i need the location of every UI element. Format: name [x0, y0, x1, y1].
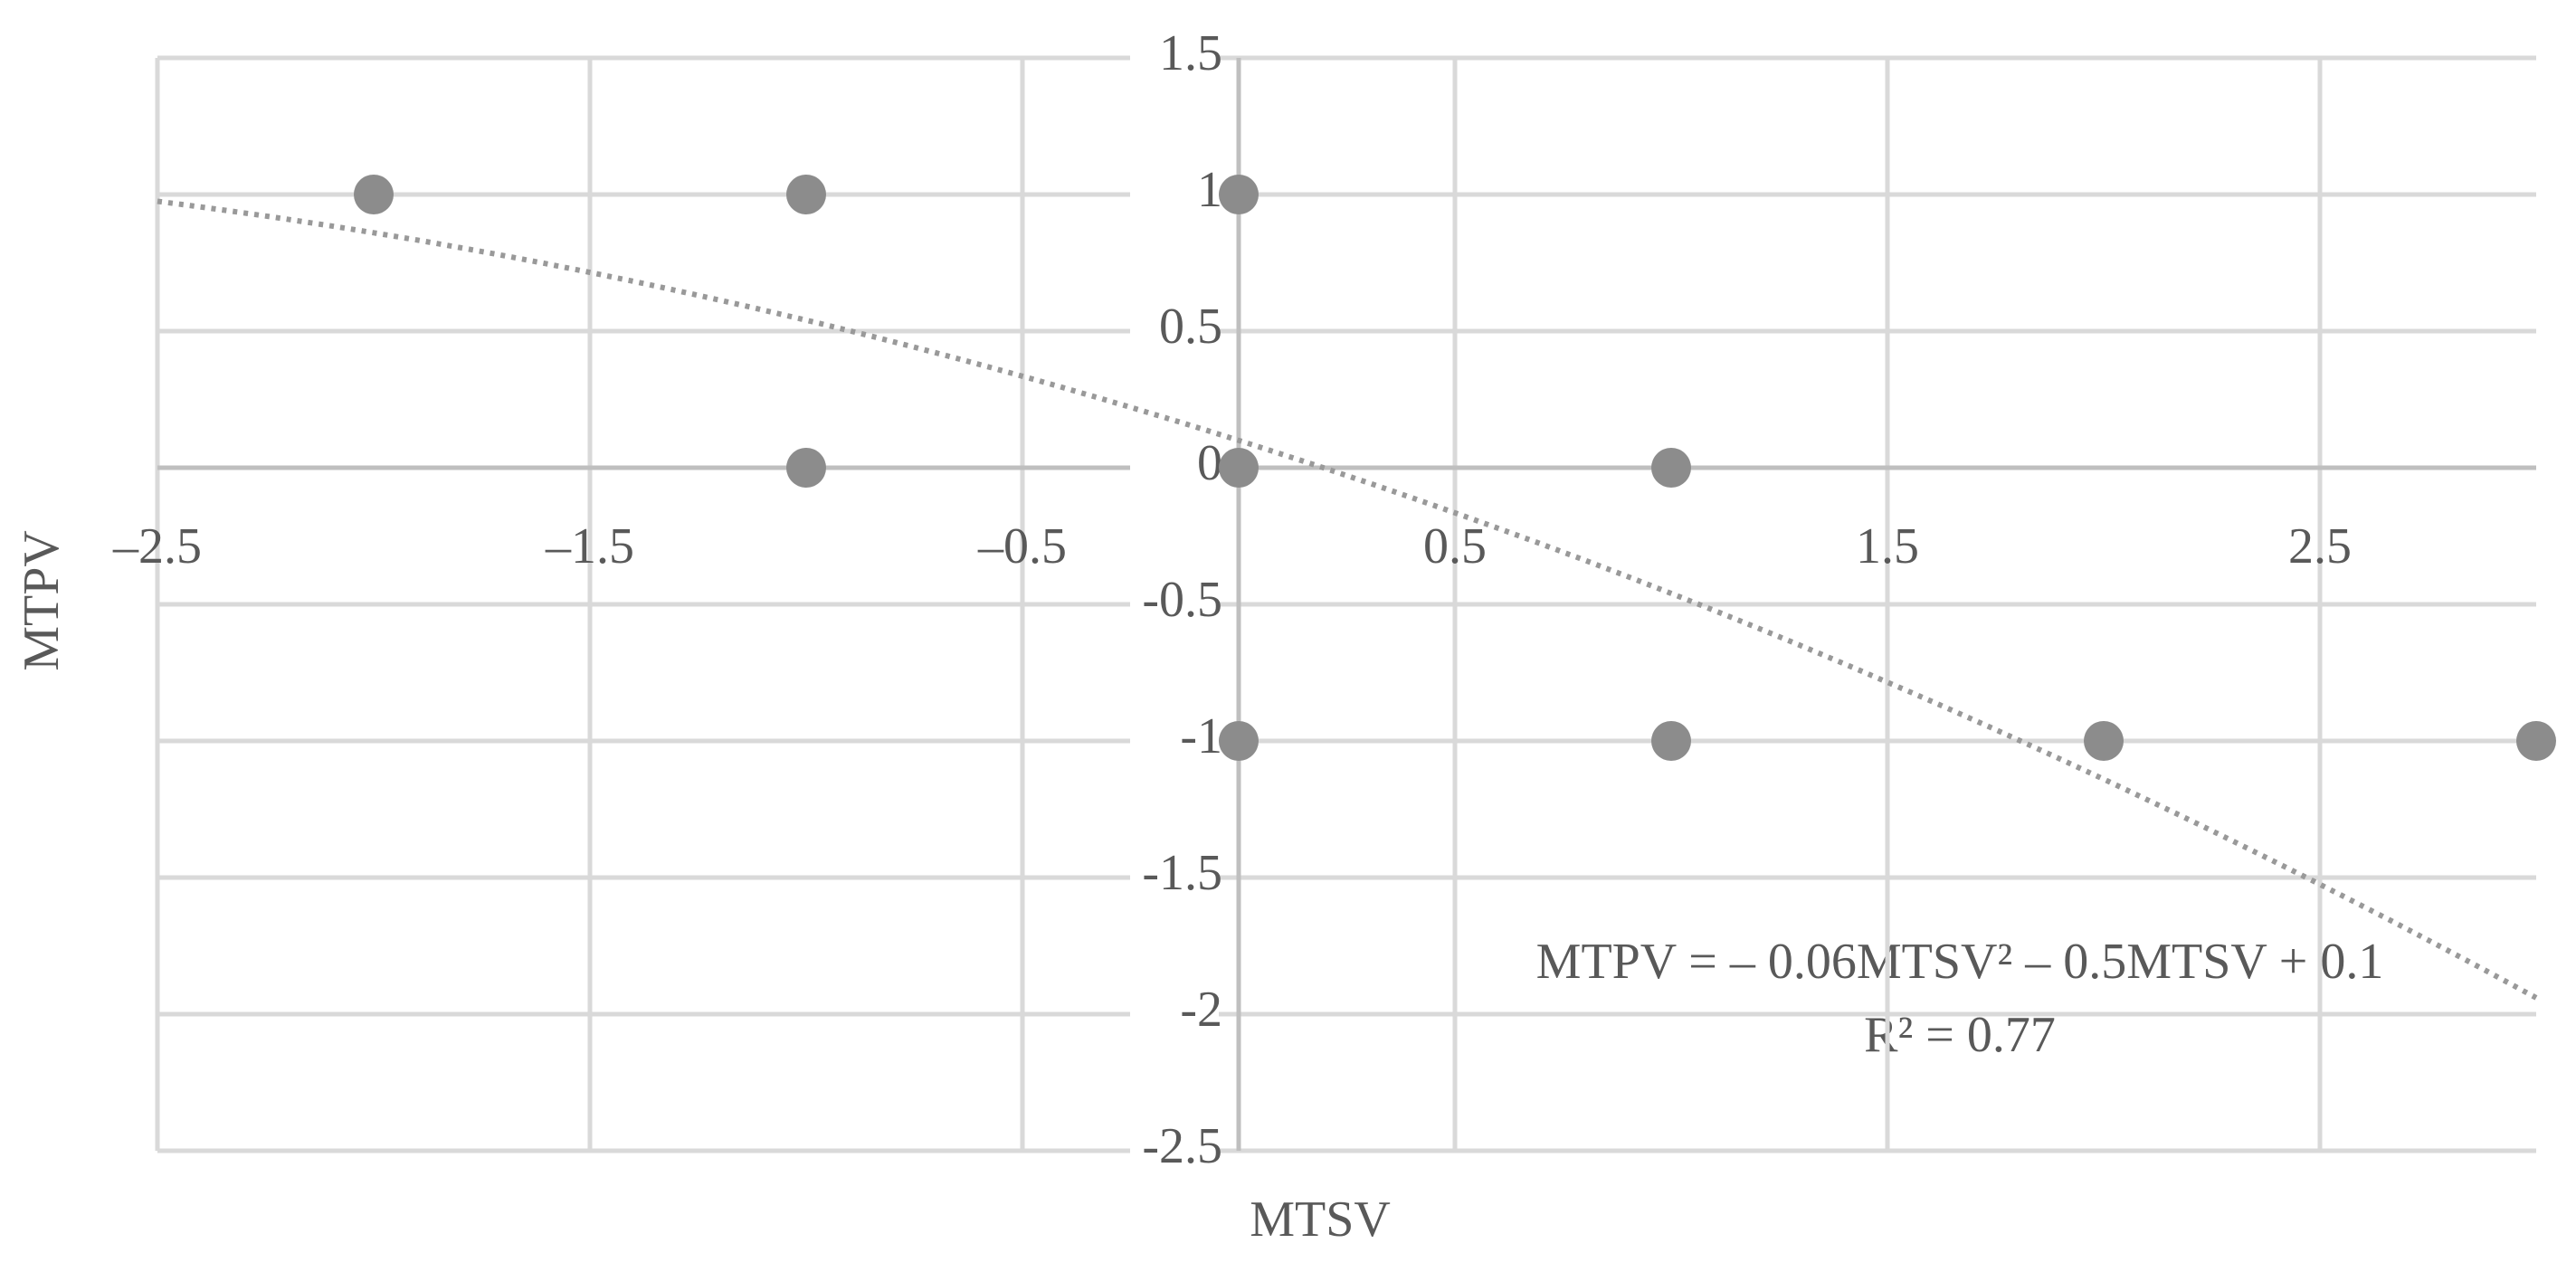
scatter-point: [1651, 721, 1691, 761]
x-tick-label: –2.5: [112, 518, 202, 574]
tick-label-bg: [1130, 302, 1219, 360]
y-tick-label: -2: [1180, 982, 1222, 1038]
scatter-point: [786, 448, 826, 488]
x-axis-title: MTSV: [1250, 1191, 1391, 1248]
tick-label-bg: [1130, 575, 1219, 633]
tick-label-bg: [1130, 29, 1219, 87]
x-tick-label: –1.5: [545, 518, 634, 574]
y-tick-label: -1: [1180, 708, 1222, 764]
y-axis-title: MTPV: [14, 530, 70, 671]
scatter-point: [1651, 448, 1691, 488]
tick-label-bg: [1130, 166, 1219, 223]
y-tick-label: 1: [1197, 162, 1222, 218]
y-tick-label: -1.5: [1142, 845, 1222, 901]
scatter-point: [1219, 721, 1259, 761]
scatter-point: [786, 175, 826, 214]
y-tick-label: 1.5: [1159, 25, 1222, 81]
trendline-equation: MTPV = – 0.06MTSV² – 0.5MTSV + 0.1: [1536, 934, 2384, 990]
tick-label-bg: [1130, 985, 1219, 1043]
x-tick-label: 2.5: [2288, 518, 2352, 574]
scatter-point: [354, 175, 394, 214]
tick-label-bg: [1130, 849, 1219, 907]
tick-label-bg: [1130, 712, 1219, 770]
scatter-point: [1219, 448, 1259, 488]
y-tick-label: 0.5: [1159, 299, 1222, 355]
tick-label-bg: [1130, 439, 1219, 497]
y-tick-label: -2.5: [1142, 1118, 1222, 1174]
scatter-point: [2084, 721, 2124, 761]
y-tick-label: 0: [1197, 435, 1222, 491]
scatter-point: [1219, 175, 1259, 214]
x-tick-label: 1.5: [1856, 518, 1919, 574]
x-tick-label: 0.5: [1423, 518, 1487, 574]
tick-label-bg: [1130, 1122, 1219, 1180]
x-tick-label: –0.5: [977, 518, 1067, 574]
y-tick-label: -0.5: [1142, 572, 1222, 628]
scatter-point: [2516, 721, 2556, 761]
